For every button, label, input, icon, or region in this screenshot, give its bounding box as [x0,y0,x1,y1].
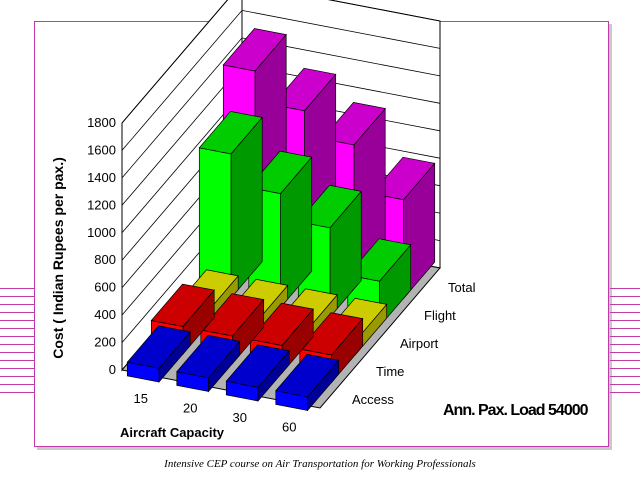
y-tick-label: 600 [94,280,116,295]
footer-caption: Intensive CEP course on Air Transportati… [164,458,476,470]
x-axis-label: Aircraft Capacity [120,425,225,440]
y-tick-label: 200 [94,335,116,350]
gridline [121,37,441,179]
y-tick-label: 0 [109,362,116,377]
bar-top-access [176,334,241,379]
bar-top-time [150,283,215,327]
bar-top-time [299,312,364,356]
y-tick-label: 1800 [87,115,116,130]
bar-top-total [272,67,337,112]
bar-top-time [249,302,314,346]
category-label: 15 [134,391,148,406]
category-label: 60 [282,419,296,434]
y-tick-label: 1200 [87,197,116,212]
gridline [121,0,441,124]
series-label: Total [448,280,476,295]
gridline [121,9,441,151]
y-tick-label: 1600 [87,142,116,157]
series-label: Time [376,364,404,379]
bar-top-flight [248,150,313,194]
bar-top-total [371,156,436,201]
series-label: Access [352,392,394,407]
bar-top-access [225,344,290,388]
bar-top-total [321,102,386,146]
y-tick-label: 1400 [87,170,116,185]
category-label: 30 [233,410,247,425]
series-label: Airport [400,336,439,351]
decorative-lines-right [610,288,640,394]
y-tick-label: 400 [94,307,116,322]
bar-top-access [126,325,191,369]
category-label: 20 [183,400,197,415]
series-label: Flight [424,308,456,323]
y-axis-label: Cost ( Indian Rupees per pax.) [50,157,66,358]
bar-top-time [200,293,265,337]
y-tick-label: 1000 [87,225,116,240]
decorative-lines-left [0,288,34,394]
annual-pax-load-label: Ann. Pax. Load 54000 [443,402,589,419]
bar-top-flight [297,184,362,229]
bar-top-flight [347,238,412,282]
bar-top-access [275,353,340,398]
y-tick-label: 800 [94,252,116,267]
bar-top-total [222,28,287,72]
bar-top-flight [198,111,263,155]
